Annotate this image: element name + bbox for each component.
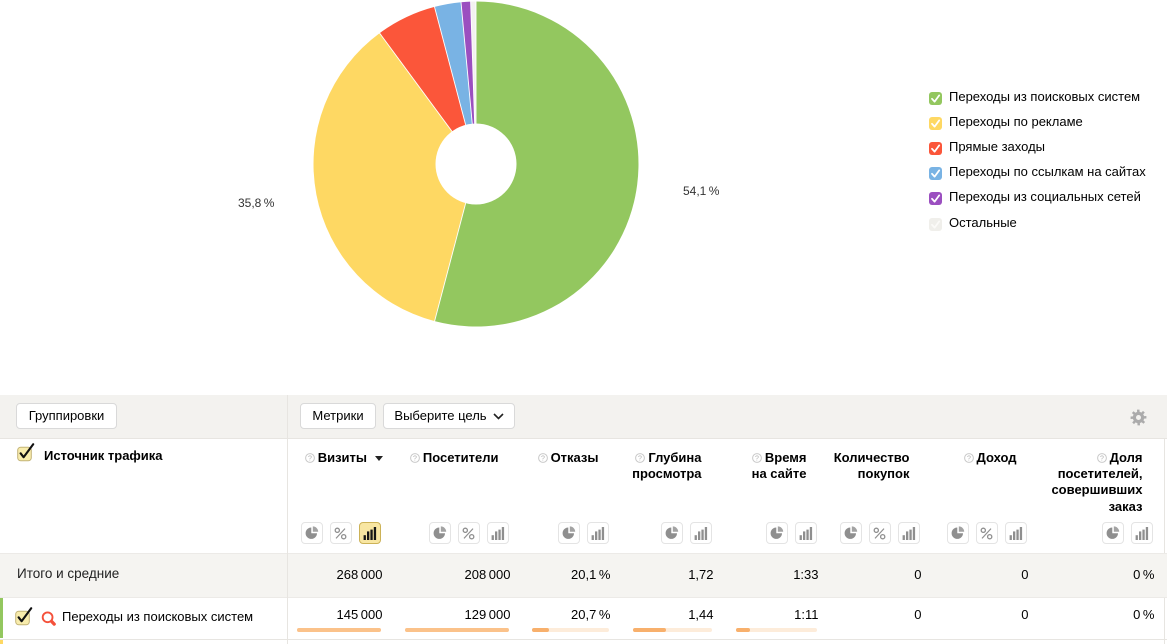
- svg-text:?: ?: [541, 456, 545, 463]
- svg-text:?: ?: [755, 456, 759, 463]
- svg-text:?: ?: [1100, 456, 1104, 463]
- svg-text:?: ?: [638, 456, 642, 463]
- svg-text:?: ?: [308, 456, 312, 463]
- svg-text:?: ?: [413, 456, 417, 463]
- svg-text:?: ?: [967, 456, 971, 463]
